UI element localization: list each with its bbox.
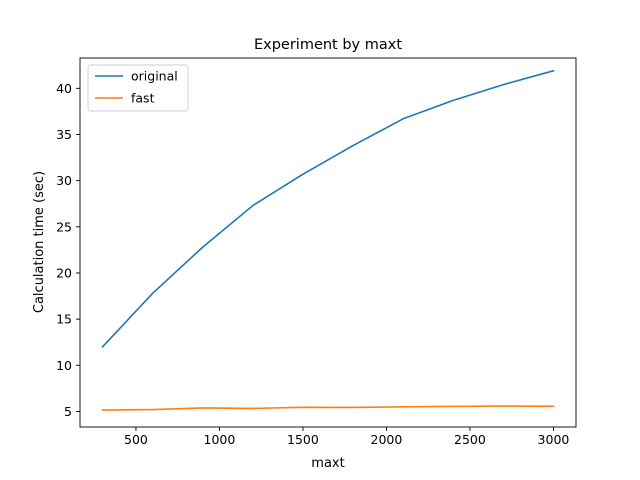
y-tick-label: 35	[56, 127, 72, 142]
y-axis-label: Calculation time (sec)	[32, 171, 47, 313]
x-tick-label: 2500	[454, 432, 486, 447]
legend: original fast	[87, 64, 189, 112]
x-axis-label: maxt	[311, 456, 344, 471]
series-line-original	[101, 69, 555, 348]
y-tick-label: 5	[64, 404, 72, 419]
y-tick-label: 40	[56, 81, 72, 96]
y-tick-label: 10	[56, 358, 72, 373]
y-tick-label: 15	[56, 312, 72, 327]
plot-area: 500 1000 1500 2000 2500 3000 5 10 15 20 25 30 35 40	[56, 57, 577, 447]
x-tick-label: 3000	[538, 432, 570, 447]
y-tick-label: 30	[56, 173, 72, 188]
y-tick-label: 25	[56, 219, 72, 234]
axes-frame	[79, 57, 577, 428]
legend-label-original: original	[131, 69, 178, 84]
chart-title: Experiment by maxt	[254, 37, 402, 53]
series-line-fast	[101, 405, 555, 411]
legend-label-fast: fast	[131, 91, 155, 106]
x-tick-label: 2000	[371, 432, 403, 447]
x-tick-label: 1500	[287, 432, 319, 447]
y-tick-label: 20	[56, 265, 72, 280]
x-tick-label: 1000	[204, 432, 236, 447]
x-tick-label: 500	[124, 432, 148, 447]
